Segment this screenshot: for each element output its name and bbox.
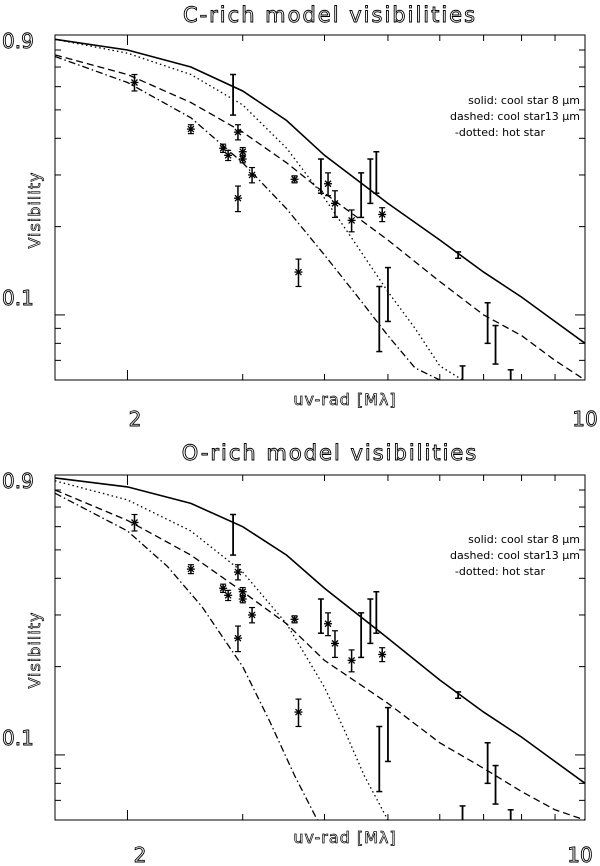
data-point-errorbar: [455, 691, 462, 700]
y-tick-label: 0.1: [2, 286, 34, 310]
data-point-errorbar: [367, 598, 374, 645]
x-axis-label: uv-rad [Mλ]: [293, 390, 396, 409]
data-point-errorbar: [492, 764, 499, 805]
model-curve-dashed: [54, 54, 586, 381]
x-tick-label: 2: [129, 407, 142, 431]
axis-ticks: [55, 475, 585, 820]
model-curve-dash-dot: [54, 492, 318, 821]
data-point-errorbar: [358, 612, 365, 659]
data-point-star: [378, 647, 387, 663]
data-point-star: [130, 513, 139, 532]
model-curve-dotted: [54, 38, 463, 381]
data-point-errorbar: [367, 158, 374, 205]
data-point-errorbar: [492, 324, 499, 365]
legend-entry: -dotted: hot star: [455, 126, 546, 139]
data-point-star: [330, 630, 339, 659]
x-tick-label: 10: [572, 407, 597, 431]
x-tick-label: 2: [134, 843, 147, 866]
data-point-errorbar: [507, 809, 514, 820]
data-point-errorbar: [358, 172, 365, 219]
observed-points: [130, 73, 514, 380]
data-point-star: [248, 166, 257, 184]
y-axis-label: Visibility: [25, 611, 44, 688]
data-point-errorbar: [376, 285, 383, 353]
plot-frame: [54, 34, 586, 381]
data-point-star: [238, 594, 247, 604]
legend-entry: solid: cool star 8 μm: [468, 94, 580, 107]
model-curve-dash-dot: [54, 55, 441, 381]
chart-panel-o-rich: O-rich model visibilities 0.9 0.1 2 10 u…: [2, 441, 594, 866]
data-point-errorbar: [459, 365, 466, 380]
y-axis-label: Visibility: [25, 171, 44, 248]
data-point-star: [224, 149, 233, 162]
x-tick-label: 10: [567, 843, 592, 866]
data-point-errorbar: [455, 251, 462, 260]
legend-entry: dashed: cool star13 μm: [450, 549, 580, 562]
data-point-star: [224, 589, 233, 602]
model-curves: [54, 477, 586, 821]
data-point-star: [130, 73, 139, 92]
data-point-star: [330, 190, 339, 219]
data-point-star: [290, 615, 299, 624]
data-point-star: [290, 175, 299, 184]
data-point-errorbar: [484, 742, 491, 785]
data-point-star: [294, 258, 303, 288]
data-point-star: [219, 143, 228, 154]
data-point-star: [248, 606, 257, 624]
data-point-errorbar: [376, 725, 383, 793]
model-curves: [54, 38, 586, 381]
y-tick-label: 0.9: [2, 29, 34, 53]
data-point-errorbar: [384, 706, 391, 763]
data-point-star: [324, 612, 333, 637]
chart-panel-c-rich: C-rich model visibilities 0.9 0.1 2 10 u…: [2, 3, 599, 432]
data-point-errorbar: [384, 266, 391, 323]
model-curve-solid: [54, 38, 586, 344]
observed-points: [130, 513, 514, 820]
x-axis-label: uv-rad [Mλ]: [293, 828, 396, 847]
data-point-errorbar: [317, 598, 324, 634]
data-point-star: [233, 185, 242, 213]
chart-title: O-rich model visibilities: [182, 441, 479, 465]
data-point-star: [238, 586, 247, 597]
data-point-star: [233, 564, 242, 581]
data-point-star: [378, 207, 387, 223]
model-curve-solid: [54, 477, 586, 784]
data-point-errorbar: [230, 513, 237, 556]
data-point-star: [294, 698, 303, 728]
legend-entry: -dotted: hot star: [455, 565, 546, 578]
data-point-errorbar: [507, 369, 514, 380]
data-point-errorbar: [373, 150, 380, 194]
chart-title: C-rich model visibilities: [183, 3, 477, 27]
y-tick-label: 0.1: [2, 726, 34, 750]
legend-entry: solid: cool star 8 μm: [468, 533, 580, 546]
data-point-errorbar: [373, 590, 380, 634]
plot-frame: [54, 474, 586, 821]
model-curve-dashed: [54, 489, 586, 821]
data-point-errorbar: [459, 805, 466, 820]
y-tick-label: 0.9: [2, 469, 34, 493]
data-point-errorbar: [484, 302, 491, 345]
data-point-star: [324, 172, 333, 197]
legend-entry: dashed: cool star13 μm: [450, 110, 580, 123]
data-point-star: [238, 154, 247, 164]
data-point-star: [233, 625, 242, 653]
data-point-star: [186, 124, 195, 135]
data-point-star: [219, 583, 228, 594]
data-point-star: [233, 124, 242, 141]
data-point-star: [347, 649, 356, 673]
data-point-errorbar: [317, 158, 324, 194]
model-curve-dotted: [54, 480, 389, 821]
data-point-star: [186, 564, 195, 575]
data-point-errorbar: [230, 73, 237, 116]
axis-ticks: [55, 35, 585, 380]
data-point-star: [347, 209, 356, 233]
